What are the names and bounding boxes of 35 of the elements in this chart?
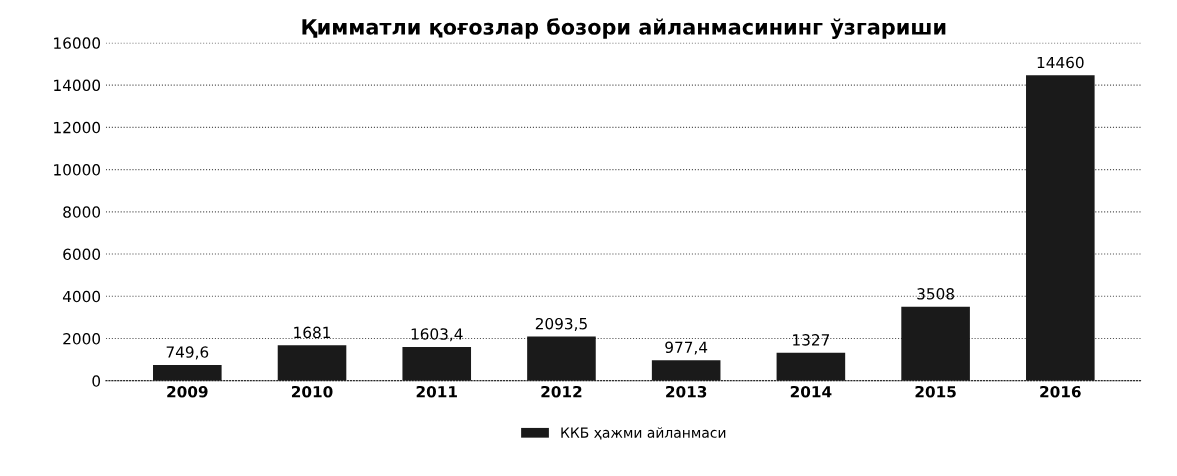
data-label: 749,6 bbox=[166, 346, 209, 360]
bar bbox=[402, 346, 472, 381]
data-label: 1327 bbox=[793, 334, 830, 346]
bar bbox=[1026, 75, 1095, 381]
y-tick-label: 0 bbox=[92, 375, 101, 387]
x-tick-label: 2009 bbox=[167, 385, 208, 398]
data-label: 3508 bbox=[917, 288, 954, 300]
y-tick-label: 12000 bbox=[54, 121, 101, 134]
x-tick-label: 2010 bbox=[291, 385, 333, 398]
x-tick-label: 2013 bbox=[666, 385, 707, 398]
y-tick-label: 10000 bbox=[54, 164, 101, 176]
x-tick-label: 2011 bbox=[416, 385, 457, 398]
data-label: 977,4 bbox=[665, 341, 708, 355]
x-tick-label: 2015 bbox=[915, 385, 956, 398]
chart-title: Қимматли қоғозлар бозори айланмасининг ўзгариши bbox=[302, 18, 946, 39]
bar bbox=[277, 345, 347, 381]
bar bbox=[651, 360, 721, 381]
legend-label: ККБ ҳажми айланмаси bbox=[561, 427, 726, 440]
data-label: 2093,5 bbox=[535, 317, 587, 332]
y-tick-label: 14000 bbox=[54, 79, 101, 92]
y-tick-label: 8000 bbox=[63, 206, 101, 218]
data-label: 1603,4 bbox=[411, 328, 463, 342]
bar bbox=[153, 364, 222, 381]
x-tick-label: 2016 bbox=[1040, 385, 1081, 398]
bar bbox=[901, 306, 970, 381]
bar bbox=[776, 352, 846, 381]
y-tick-label: 6000 bbox=[63, 248, 101, 261]
x-tick-label: 2012 bbox=[541, 385, 582, 398]
data-label: 1681 bbox=[294, 326, 331, 339]
x-tick-label: 2014 bbox=[790, 385, 832, 398]
y-tick-label: 2000 bbox=[63, 333, 101, 345]
bar bbox=[527, 336, 596, 381]
data-label: 14460 bbox=[1037, 56, 1084, 69]
y-tick-label: 4000 bbox=[62, 290, 101, 303]
y-tick-label: 16000 bbox=[54, 37, 101, 49]
